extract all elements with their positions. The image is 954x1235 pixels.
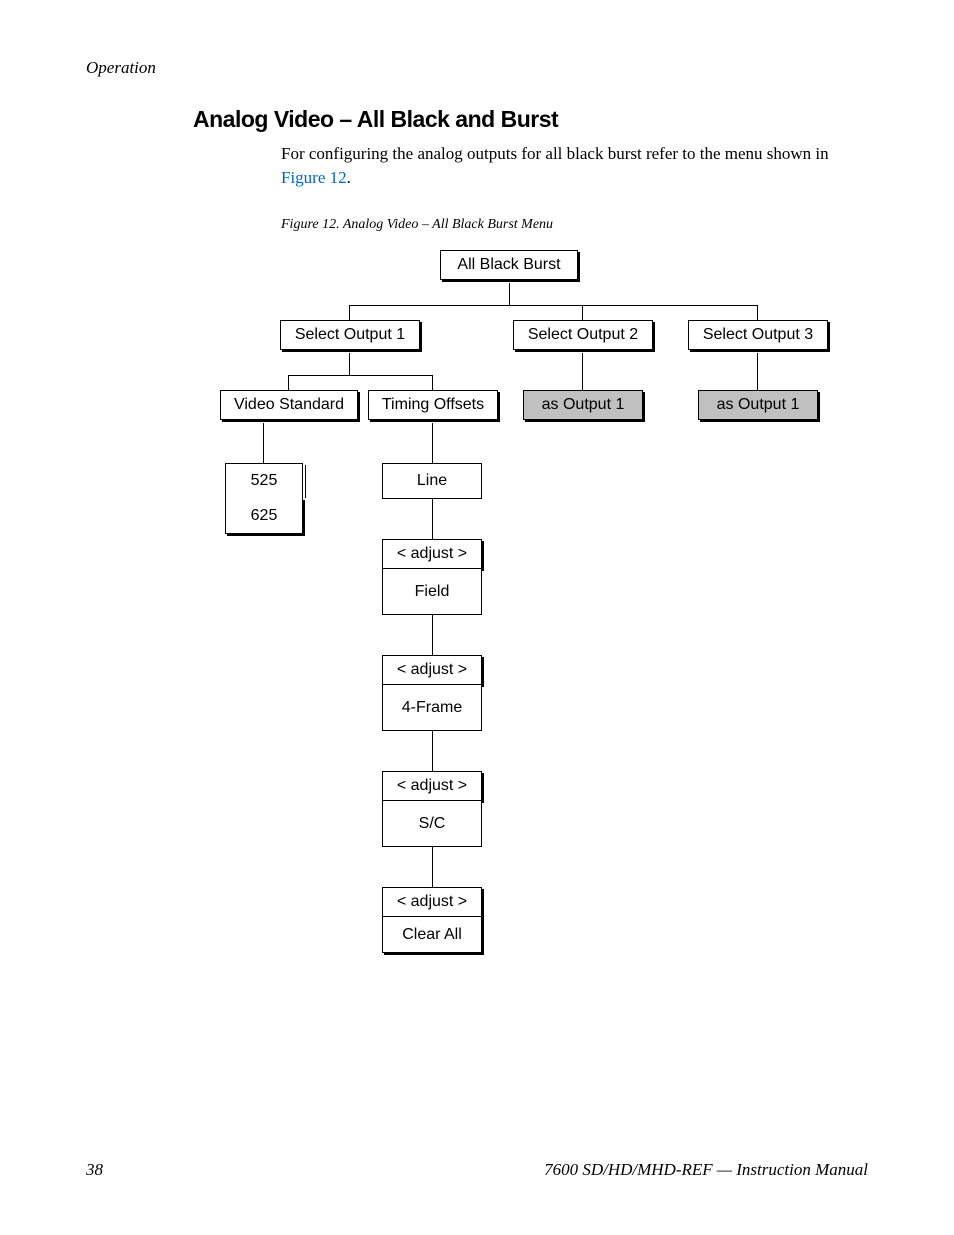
body-text-1: For configuring the analog outputs for a… (281, 144, 829, 163)
node-field: Field (382, 569, 482, 615)
node-adjust-4: < adjust > (382, 887, 482, 917)
node-625: 625 (225, 498, 303, 534)
body-paragraph: For configuring the analog outputs for a… (281, 142, 851, 190)
node-adjust-2: < adjust > (382, 655, 482, 685)
body-text-2: . (347, 168, 351, 187)
node-adjust-1: < adjust > (382, 539, 482, 569)
node-select-output-1: Select Output 1 (280, 320, 420, 350)
node-4frame: 4-Frame (382, 685, 482, 731)
node-select-output-3: Select Output 3 (688, 320, 828, 350)
section-title: Analog Video – All Black and Burst (193, 106, 558, 133)
node-525: 525 (225, 463, 303, 499)
node-timing-offsets: Timing Offsets (368, 390, 498, 420)
node-video-standard: Video Standard (220, 390, 358, 420)
node-select-output-2: Select Output 2 (513, 320, 653, 350)
node-line: Line (382, 463, 482, 499)
footer-document-title: 7600 SD/HD/MHD-REF — Instruction Manual (544, 1160, 868, 1180)
node-adjust-3: < adjust > (382, 771, 482, 801)
figure-caption: Figure 12. Analog Video – All Black Burs… (281, 217, 553, 233)
node-root: All Black Burst (440, 250, 578, 280)
page-header: Operation (86, 58, 156, 78)
menu-tree-diagram: All Black Burst Select Output 1 Select O… (220, 240, 860, 1040)
footer-page-number: 38 (86, 1160, 103, 1180)
node-as-output-1-b: as Output 1 (698, 390, 818, 420)
node-sc: S/C (382, 801, 482, 847)
node-as-output-1-a: as Output 1 (523, 390, 643, 420)
node-clear-all: Clear All (382, 917, 482, 953)
figure-reference-link[interactable]: Figure 12 (281, 168, 347, 187)
